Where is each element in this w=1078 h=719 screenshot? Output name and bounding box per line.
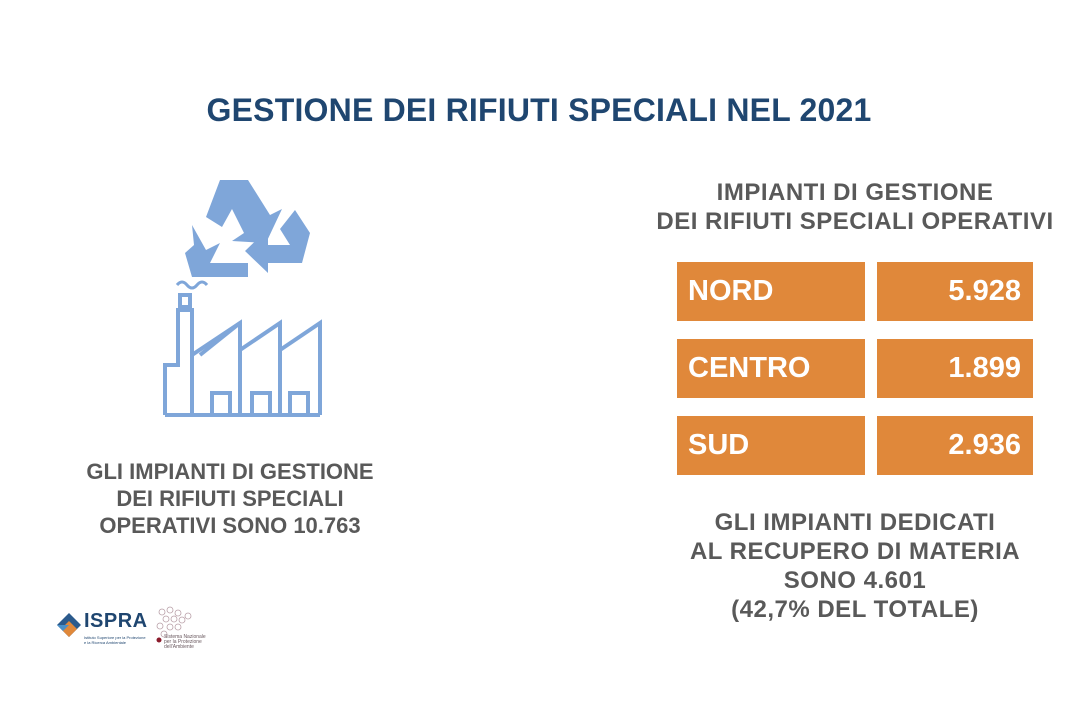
recovery-plants-text: GLI IMPIANTI DEDICATI AL RECUPERO DI MAT… [620, 508, 1078, 624]
illustration [150, 165, 350, 435]
recovery-text-line: (42,7% DEL TOTALE) [731, 596, 979, 623]
recovery-text-line: GLI IMPIANTI DEDICATI [714, 509, 996, 536]
snpa-subtitle-line: Sistema Nazionale [164, 634, 206, 640]
page-title: GESTIONE DEI RIFIUTI SPECIALI NEL 2021 [206, 92, 872, 128]
recovery-text-line: AL RECUPERO DI MATERIA [689, 538, 1021, 565]
ispra-subtitle-line: Istituto Superiore per la Protezione [84, 635, 146, 640]
recycle-factory-icon [163, 180, 322, 417]
regions-heading-line: IMPIANTI DI GESTIONE [716, 179, 994, 206]
ispra-mark-icon [57, 613, 81, 637]
region-value: 1.899 [877, 339, 1033, 398]
region-name: SUD [677, 416, 865, 475]
left-text-line: OPERATIVI SONO 10.763 [99, 513, 361, 538]
factory-icon [163, 293, 322, 417]
recovery-text-line: SONO 4.601 [783, 567, 927, 594]
snpa-subtitle: Sistema Nazionale per la Protezione dell… [164, 635, 206, 650]
region-value: 5.928 [877, 262, 1033, 321]
region-value: 2.936 [877, 416, 1033, 475]
recycle-icon [185, 180, 310, 277]
smoke-icon [175, 280, 209, 290]
regions-heading-line: DEI RIFIUTI SPECIALI OPERATIVI [656, 208, 1054, 235]
ispra-logo: ISPRA Istituto Superiore per la Protezio… [56, 610, 156, 654]
left-text-line: DEI RIFIUTI SPECIALI [116, 486, 344, 511]
regions-heading: IMPIANTI DI GESTIONE DEI RIFIUTI SPECIAL… [620, 178, 1078, 236]
snpa-subtitle-line: per la Protezione [164, 639, 202, 645]
ispra-subtitle-line: e la Ricerca Ambientale [84, 640, 127, 645]
region-name: NORD [677, 262, 865, 321]
left-text-line: GLI IMPIANTI DI GESTIONE [86, 459, 374, 484]
total-plants-text: GLI IMPIANTI DI GESTIONE DEI RIFIUTI SPE… [40, 458, 420, 539]
ispra-subtitle: Istituto Superiore per la Protezione e l… [84, 635, 146, 645]
snpa-logo: Sistema Nazionale per la Protezione dell… [152, 604, 232, 654]
snpa-mark-icon [156, 606, 192, 643]
region-name: CENTRO [677, 339, 865, 398]
snpa-subtitle-line: dell'Ambiente [164, 644, 194, 650]
ispra-name: ISPRA [84, 610, 148, 632]
